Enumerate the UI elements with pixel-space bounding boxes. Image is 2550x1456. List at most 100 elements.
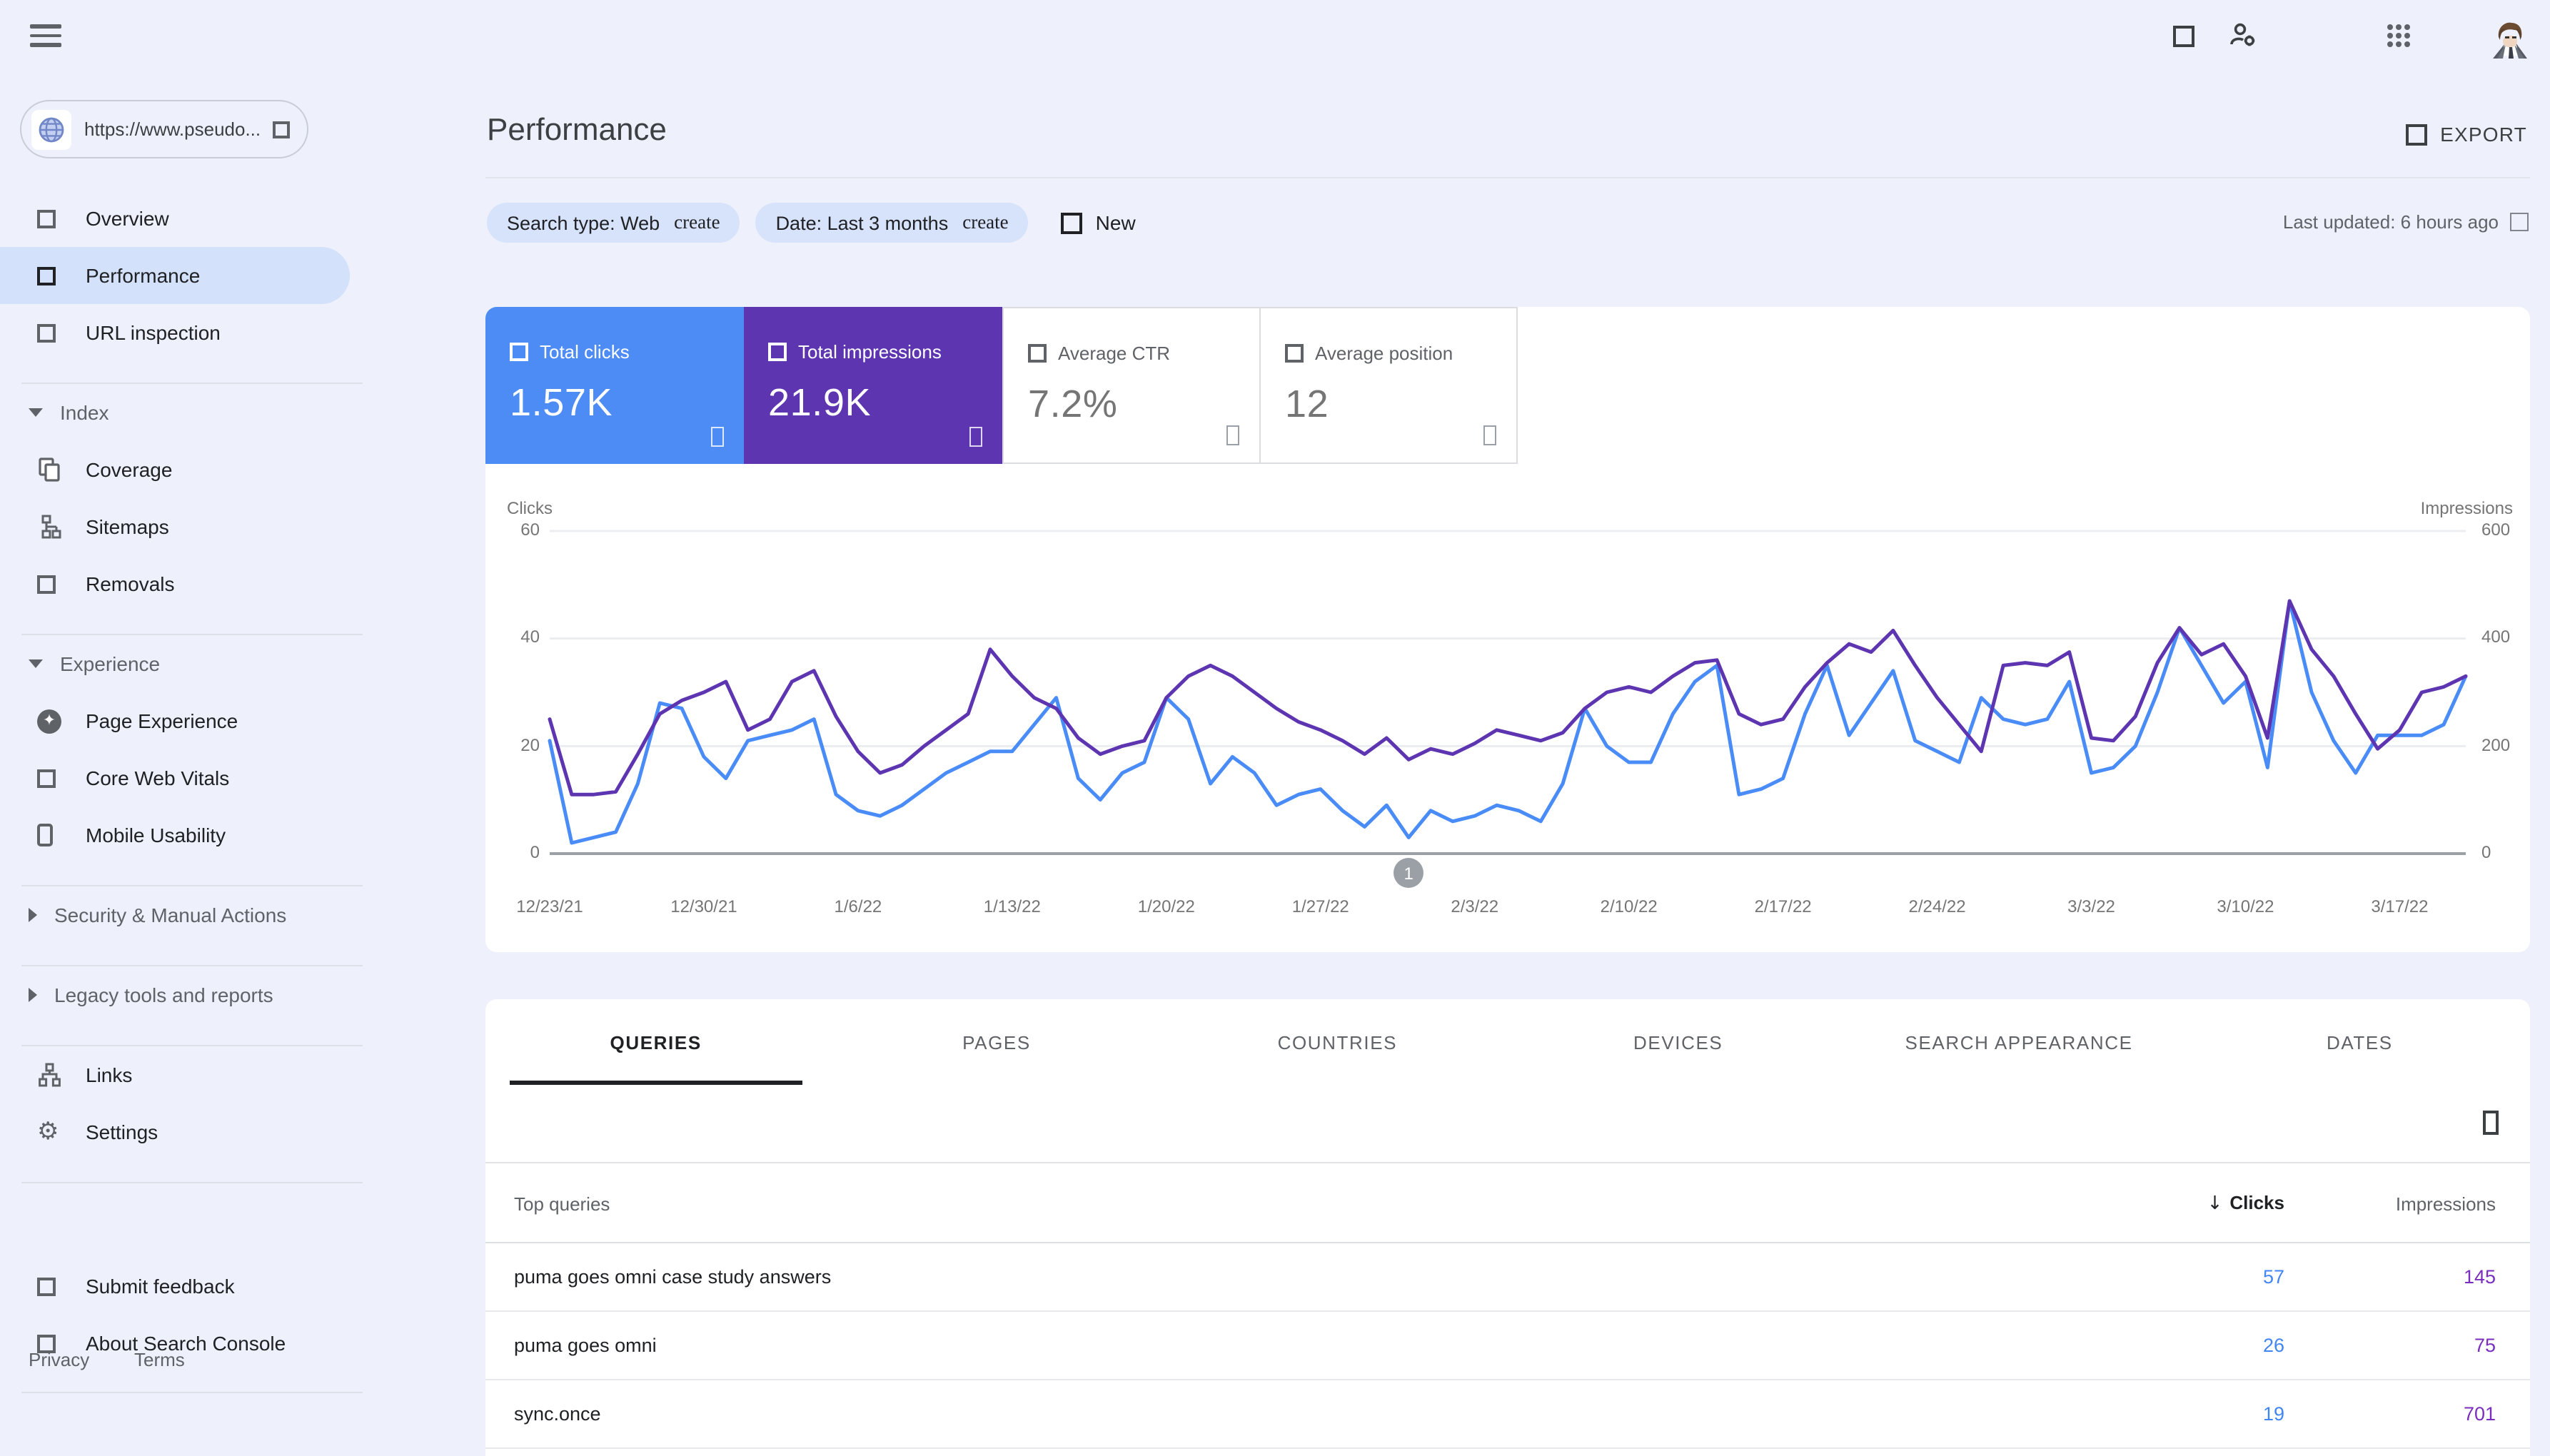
x-axis-tick: 2/3/22: [1451, 896, 1499, 916]
x-axis-tick: 1/6/22: [834, 896, 882, 916]
terms-link[interactable]: Terms: [134, 1349, 185, 1370]
gear-icon: ⚙: [37, 1117, 59, 1146]
help-placeholder-icon[interactable]: [1226, 423, 1239, 448]
apps-grid-icon[interactable]: [2384, 21, 2413, 57]
sidebar-item-coverage[interactable]: Coverage: [0, 441, 377, 498]
x-axis-tick: 3/17/22: [2371, 896, 2429, 916]
clicks-impressions-chart: Clicks Impressions 0 20 40 60 0 200 400 600 12/2…: [485, 492, 2530, 952]
globe-icon: [31, 109, 71, 149]
help-placeholder-icon[interactable]: [1483, 423, 1496, 448]
dropdown-placeholder-icon: [273, 121, 290, 138]
sidebar-item-removals[interactable]: Removals: [0, 555, 377, 612]
chevron-right-icon: [29, 988, 37, 1002]
avatar[interactable]: [2487, 17, 2533, 63]
average-position-value: 12: [1285, 383, 1329, 425]
edit-icon-fallback: create: [674, 211, 720, 233]
left-axis-tick: 40: [520, 627, 540, 647]
help-placeholder-icon[interactable]: [969, 424, 982, 450]
privacy-link[interactable]: Privacy: [29, 1349, 90, 1370]
table-toolbar: [485, 1085, 2530, 1162]
export-button[interactable]: EXPORT: [2406, 123, 2527, 146]
tab-devices[interactable]: DEVICES: [1633, 1031, 1723, 1053]
dimensions-table-card: QUERIES PAGES COUNTRIES DEVICES SEARCH A…: [485, 999, 2530, 1456]
average-ctr-value: 7.2%: [1028, 383, 1118, 425]
divider: [21, 1182, 363, 1183]
sidebar-nav: Overview Performance URL inspection Inde…: [0, 190, 377, 1393]
sidebar-item-links[interactable]: Links: [0, 1046, 377, 1103]
left-axis-title: Clicks: [507, 498, 553, 518]
info-placeholder-icon[interactable]: [2510, 213, 2529, 231]
x-axis-tick: 1/13/22: [983, 896, 1041, 916]
column-header-impressions[interactable]: Impressions: [2395, 1193, 2496, 1215]
table-row[interactable]: puma goes omni 26 75: [485, 1312, 2530, 1380]
divider: [21, 885, 363, 886]
sidebar-section-legacy-tools[interactable]: Legacy tools and reports: [0, 966, 377, 1023]
date-range-chip[interactable]: Date: Last 3 months create: [755, 203, 1029, 243]
average-position-card[interactable]: Average position 12: [1259, 307, 1518, 464]
sidebar-item-overview[interactable]: Overview: [0, 190, 377, 247]
table-row[interactable]: puma goes omni case study answers 57 145: [485, 1243, 2530, 1312]
x-axis-tick: 12/30/21: [670, 896, 737, 916]
user-settings-icon[interactable]: [2227, 20, 2259, 59]
sidebar-section-experience[interactable]: Experience: [0, 635, 377, 692]
x-axis-tick: 2/24/22: [1908, 896, 1966, 916]
column-header-clicks-sort[interactable]: ↓ Clicks: [2207, 1192, 2284, 1215]
sidebar-item-performance[interactable]: Performance: [0, 247, 350, 304]
average-ctr-card[interactable]: Average CTR 7.2%: [1002, 307, 1261, 464]
tab-queries[interactable]: QUERIES: [485, 999, 826, 1085]
total-clicks-value: 1.57K: [510, 381, 613, 424]
help-placeholder-icon[interactable]: [711, 424, 724, 450]
divider: [21, 634, 363, 635]
page-experience-star-icon: ✦: [37, 709, 63, 733]
sidebar-item-page-experience[interactable]: ✦ Page Experience: [0, 692, 377, 749]
performance-chart-card: Total clicks 1.57K Total impressions 21.…: [485, 307, 2530, 952]
sidebar-item-about[interactable]: About Search Console: [0, 1315, 377, 1372]
hamburger-menu-icon[interactable]: [30, 24, 61, 47]
new-filter-button[interactable]: New: [1061, 211, 1136, 234]
sidebar-section-security[interactable]: Security & Manual Actions: [0, 886, 377, 944]
sidebar-section-index[interactable]: Index: [0, 384, 377, 441]
table-row[interactable]: sync.once 19 701: [485, 1380, 2530, 1449]
sidebar-item-settings[interactable]: ⚙ Settings: [37, 1117, 158, 1146]
sidebar-item-sitemaps[interactable]: Sitemaps: [0, 498, 377, 555]
right-axis-tick: 600: [2481, 520, 2511, 540]
total-clicks-card[interactable]: Total clicks 1.57K: [485, 307, 744, 464]
sidebar-item-submit-feedback[interactable]: Submit feedback: [0, 1258, 377, 1315]
property-url: https://www.pseudo...: [84, 118, 261, 140]
checkbox-placeholder-icon: [1028, 344, 1047, 363]
legal-links: Privacy Terms: [29, 1349, 225, 1370]
total-impressions-value: 21.9K: [768, 381, 872, 424]
x-axis-tick: 3/10/22: [2217, 896, 2274, 916]
filter-placeholder-icon[interactable]: [2483, 1111, 2499, 1135]
sidebar-item-url-inspection[interactable]: URL inspection: [0, 304, 377, 361]
checkbox-placeholder-icon: [768, 343, 787, 361]
sidebar-item-core-web-vitals[interactable]: Core Web Vitals: [0, 749, 377, 807]
tab-countries[interactable]: COUNTRIES: [1277, 1031, 1398, 1053]
sitemaps-tree-icon: [37, 514, 63, 540]
x-axis-tick: 3/3/22: [2067, 896, 2115, 916]
sidebar-item-mobile-usability[interactable]: Mobile Usability: [0, 807, 377, 864]
fullscreen-placeholder-icon[interactable]: [2173, 24, 2194, 50]
x-axis-tick: 12/23/21: [516, 896, 583, 916]
search-type-chip[interactable]: Search type: Web create: [487, 203, 740, 243]
property-selector[interactable]: https://www.pseudo...: [20, 100, 308, 158]
filter-bar: Search type: Web create Date: Last 3 mon…: [487, 203, 1136, 243]
left-axis-tick: 20: [520, 734, 540, 755]
x-axis-tick: 1/27/22: [1291, 896, 1349, 916]
overview-placeholder-icon: [37, 209, 63, 228]
x-axis-tick: 2/10/22: [1600, 896, 1658, 916]
tab-dates[interactable]: DATES: [2327, 1031, 2393, 1053]
tab-search-appearance[interactable]: SEARCH APPEARANCE: [1905, 1031, 2133, 1053]
chevron-down-icon: [29, 659, 43, 668]
x-axis-tick: 2/17/22: [1754, 896, 1812, 916]
impressions-line: [548, 599, 2468, 797]
right-axis-tick: 400: [2481, 627, 2511, 647]
annotation-marker[interactable]: 1: [1394, 858, 1424, 888]
tab-pages[interactable]: PAGES: [962, 1031, 1031, 1053]
core-web-vitals-placeholder-icon: [37, 769, 63, 787]
coverage-pages-icon: [37, 457, 63, 482]
top-bar: [0, 0, 2550, 71]
total-impressions-card[interactable]: Total impressions 21.9K: [744, 307, 1002, 464]
left-axis-tick: 0: [530, 842, 540, 862]
